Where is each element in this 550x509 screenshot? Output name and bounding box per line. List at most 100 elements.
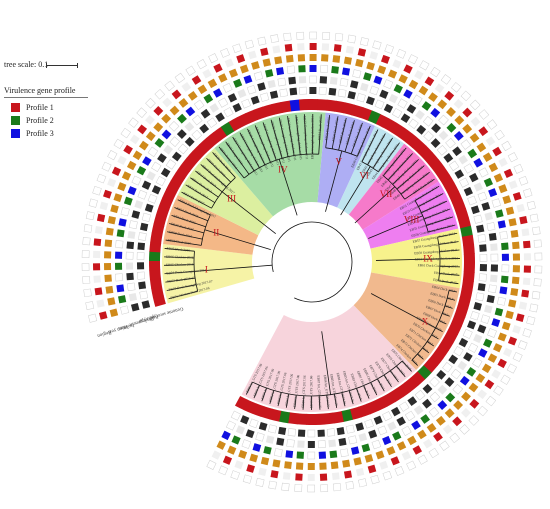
annotation-cell [491,318,501,327]
annotation-cell [160,167,171,178]
annotation-cell [242,474,253,484]
annotation-cell [94,226,103,235]
annotation-cell [171,89,182,100]
tip-label: EB86 hrt_GTS 2017.06 [323,375,331,408]
annotation-cell [103,189,112,199]
annotation-cell [113,193,123,203]
annotation-cell [356,93,366,103]
annotation-cell [307,429,316,438]
annotation-cell [521,228,530,237]
annotation-cell [92,185,102,196]
annotation-cell [114,262,123,270]
tip-label: EB91 hrt_GTS 2017.06 [284,373,294,406]
annotation-cell [472,357,483,368]
tip-label: EB09 Duck 2015 [169,230,193,239]
clade-label: I [205,264,208,274]
annotation-cell [518,301,528,310]
branch [375,258,440,261]
annotation-cell [490,243,498,251]
annotation-cell [246,85,257,95]
annotation-cell [153,105,164,116]
annotation-cell [467,148,478,159]
annotation-cell [272,45,281,54]
annotation-cell [83,224,93,233]
annotation-cell [403,64,413,74]
branch [396,365,406,378]
annotation-cell [430,107,441,118]
annotation-cell [412,445,423,455]
branch [164,270,195,275]
branch [204,229,271,251]
annotation-cell [429,391,441,403]
annotation-cell [477,405,488,417]
annotation-cell [477,191,488,202]
annotation-cell [307,451,316,460]
annotation-cell [444,90,455,101]
virulence-profile-cell [325,99,337,112]
annotation-cell [461,407,471,418]
annotation-cell [501,264,510,273]
annotation-cell [118,218,127,227]
legend-swatch [11,116,20,125]
annotation-cell [94,287,103,296]
annotation-cell [467,195,477,206]
branch [225,141,250,175]
annotation-cell [123,144,133,155]
branch [400,171,430,195]
branch [269,390,275,404]
annotation-cell [473,333,483,344]
annotation-cell [236,54,246,64]
annotation-cell [401,425,412,436]
annotation-cell [104,274,112,282]
annotation-cell [339,77,349,87]
annotation-cell [372,40,382,50]
annotation-cell [491,198,502,208]
annotation-cell [263,446,272,455]
annotation-cell [208,53,219,64]
virulence-profile-cell [317,99,328,111]
virulence-profile-cell [458,216,472,229]
annotation-cell [268,480,277,490]
annotation-cell [114,251,123,259]
annotation-cell [529,213,539,223]
virulence-profile-cell [253,106,267,121]
annotation-cell [486,119,498,130]
annotation-cell [279,88,288,98]
annotation-cell [473,158,483,168]
annotation-cell [419,60,430,71]
annotation-cell [251,61,260,70]
tip-label: EB84 hrt_GTS 2017.06 [336,372,347,405]
tip-label: EB64 Duck 2017 [432,285,456,294]
annotation-cell [494,307,504,317]
annotation-cell [283,32,292,41]
annotation-cell [433,431,443,442]
annotation-cell [484,379,495,390]
annotation-cell [368,429,378,439]
annotation-cell [232,43,242,54]
annotation-cell [387,421,397,431]
annotation-cell [319,473,328,481]
annotation-cell [334,32,344,42]
branch [383,374,392,388]
annotation-cell [508,299,517,308]
annotation-cell [416,124,427,135]
annotation-cell [396,416,406,427]
virulence-profile-cell [149,241,162,253]
annotation-cell [169,136,181,147]
annotation-cell [253,71,264,81]
annotation-cell [234,460,244,470]
branch [164,264,195,266]
branch [439,249,460,253]
annotation-cell [386,446,396,456]
annotation-cell [255,432,265,442]
annotation-cell [526,200,536,210]
tip-label: EB92 hrt_GTS 2017.06 [276,372,287,405]
annotation-cell [486,294,495,304]
virulence-profile-cell [351,104,364,118]
annotation-cell [377,65,387,75]
annotation-cell [482,152,493,163]
annotation-cell [157,153,167,163]
annotation-cell [103,262,112,271]
annotation-cell [196,59,207,70]
annotation-cell [523,240,531,249]
